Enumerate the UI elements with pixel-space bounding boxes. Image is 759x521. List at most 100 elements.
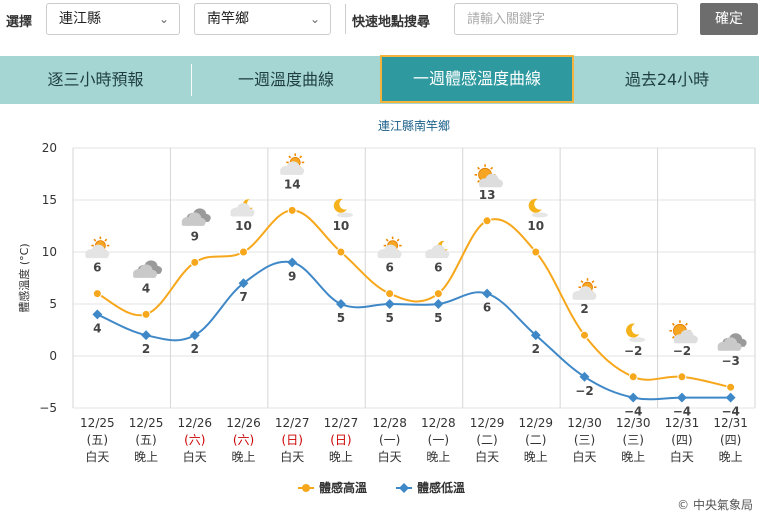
search-input[interactable] xyxy=(454,3,678,35)
data-label-high: 2 xyxy=(580,302,588,316)
data-label-low: 5 xyxy=(434,311,442,325)
cloud-part xyxy=(425,253,449,259)
chevron-down-icon: ⌄ xyxy=(309,12,320,26)
sun-ray xyxy=(671,335,675,339)
cloud-part xyxy=(717,346,741,351)
x-tick-date: 12/30 xyxy=(616,416,651,430)
x-tick-period: 晚上 xyxy=(621,450,645,464)
x-tick-period: 白天 xyxy=(85,449,109,464)
data-point-low xyxy=(238,278,249,289)
cloud-part xyxy=(280,170,304,175)
tab-3hour-forecast[interactable]: 逐三小時預報 xyxy=(47,70,144,89)
data-label-low: −4 xyxy=(624,405,642,419)
sun-ray xyxy=(477,179,480,183)
x-tick-date: 12/28 xyxy=(372,416,407,430)
sun-ray xyxy=(288,155,292,159)
tab-weekly-temperature[interactable]: 一週溫度曲線 xyxy=(237,70,334,89)
data-point-low xyxy=(676,392,687,403)
sun-ray xyxy=(104,238,108,242)
x-tick-period: 晚上 xyxy=(524,450,548,464)
x-tick-date: 12/28 xyxy=(421,416,456,430)
data-point-high xyxy=(482,216,492,226)
data-label-high: 6 xyxy=(93,261,101,275)
x-tick-date: 12/31 xyxy=(713,416,748,430)
x-tick-weekday: (三) xyxy=(623,433,644,447)
confirm-button[interactable]: 確定 xyxy=(700,3,758,35)
data-point-high xyxy=(628,372,638,382)
y-tick-label: 10 xyxy=(42,245,57,259)
series-line-low xyxy=(96,260,731,401)
data-label-low: −4 xyxy=(673,405,691,419)
data-label-high: 10 xyxy=(527,219,544,233)
tab-bar: 逐三小時預報 一週溫度曲線 一週體感溫度曲線 過去24小時 xyxy=(0,55,759,104)
cloudy-icon xyxy=(133,260,163,278)
moon-icon xyxy=(528,198,548,218)
x-tick-period: 白天 xyxy=(280,449,304,464)
county-select[interactable]: 連江縣 ⌄ xyxy=(46,3,180,35)
x-tick-date: 12/26 xyxy=(177,416,212,430)
search-bar: 選擇 連江縣 ⌄ 南竿鄉 ⌄ 快速地點搜尋 確定 xyxy=(0,0,759,40)
y-tick-label: −5 xyxy=(39,401,57,415)
legend-label-high: 體感高溫 xyxy=(319,480,367,495)
sun-ray xyxy=(671,322,675,326)
data-label-low: 9 xyxy=(288,269,296,283)
data-label-low: 2 xyxy=(532,342,540,356)
cloud-part xyxy=(85,253,109,259)
series-line-high xyxy=(96,209,731,389)
divider xyxy=(345,4,346,34)
select-label: 選擇 xyxy=(6,15,33,30)
x-tick-period: 白天 xyxy=(378,449,402,464)
data-point-high xyxy=(190,257,200,267)
x-tick-date: 12/27 xyxy=(324,416,359,430)
x-tick-period: 白天 xyxy=(572,449,596,464)
cloudy-icon xyxy=(717,333,747,351)
data-label-low: 4 xyxy=(93,321,101,335)
data-point-high xyxy=(336,247,346,257)
tab-divider xyxy=(191,64,192,96)
data-label-high: −2 xyxy=(624,344,642,358)
cloud-part xyxy=(377,253,401,259)
data-point-high xyxy=(433,289,443,299)
sun-ray xyxy=(477,166,480,170)
x-tick-weekday: (日) xyxy=(282,433,303,447)
sunny-icon xyxy=(669,320,698,344)
quick-search-label: 快速地點搜尋 xyxy=(352,15,431,30)
cloud-part xyxy=(230,212,254,217)
moon-shape xyxy=(528,198,542,213)
sun-ray xyxy=(299,155,303,159)
tab-weekly-apparent-temperature[interactable]: 一週體感溫度曲線 xyxy=(380,55,574,103)
township-select[interactable]: 南竿鄉 ⌄ xyxy=(194,3,331,35)
x-tick-weekday: (二) xyxy=(525,433,546,447)
x-tick-weekday: (六) xyxy=(233,433,254,447)
data-point-low xyxy=(335,299,346,309)
x-tick-weekday: (六) xyxy=(184,433,205,447)
x-tick-date: 12/29 xyxy=(470,416,505,430)
x-tick-date: 12/26 xyxy=(226,416,261,430)
township-value: 南竿鄉 xyxy=(207,11,249,27)
x-tick-date: 12/25 xyxy=(80,416,115,430)
apparent-temperature-chart: 連江縣南竿鄉 −5 0 5 10 15 20 體感溫度 (°C) 12/25 (五) 白天 12/25… xyxy=(17,118,756,495)
data-label-low: −4 xyxy=(721,405,739,419)
sun-ray xyxy=(591,280,595,284)
x-tick-date: 12/27 xyxy=(275,416,310,430)
legend-marker-high xyxy=(302,484,310,492)
y-tick-label: 0 xyxy=(49,349,57,363)
tab-past-24-hours[interactable]: 過去24小時 xyxy=(624,70,710,89)
y-tick-label: 15 xyxy=(42,193,57,207)
data-point-high xyxy=(385,289,395,299)
chart-title: 連江縣南竿鄉 xyxy=(378,118,450,133)
data-label-low: 7 xyxy=(239,290,247,304)
data-label-low: −2 xyxy=(575,384,593,398)
data-point-low xyxy=(579,371,590,382)
mist xyxy=(629,337,646,343)
data-label-high: −2 xyxy=(673,344,691,358)
data-point-low xyxy=(92,309,103,320)
data-label-high: 10 xyxy=(235,219,252,233)
x-tick-weekday: (三) xyxy=(574,433,595,447)
data-point-low xyxy=(530,330,541,341)
data-label-low: 6 xyxy=(483,301,491,315)
x-tick-weekday: (五) xyxy=(135,433,156,447)
data-label-high: 9 xyxy=(191,229,199,243)
data-point-low xyxy=(287,257,298,268)
data-point-high xyxy=(677,372,687,382)
